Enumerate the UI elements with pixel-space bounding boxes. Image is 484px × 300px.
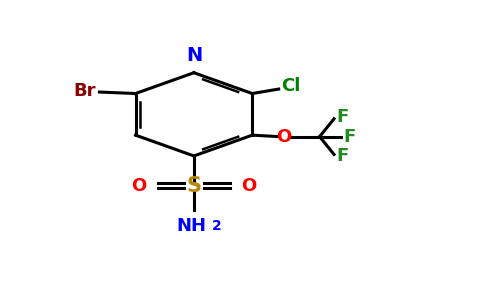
Text: N: N <box>186 46 202 65</box>
Text: Br: Br <box>73 82 96 100</box>
Text: 2: 2 <box>212 219 222 233</box>
Text: F: F <box>336 108 348 126</box>
Text: O: O <box>241 177 257 195</box>
Text: O: O <box>132 177 147 195</box>
Text: S: S <box>186 176 201 196</box>
Text: O: O <box>276 128 291 146</box>
Text: Cl: Cl <box>281 77 301 95</box>
Text: NH: NH <box>177 217 207 235</box>
Text: F: F <box>344 128 356 146</box>
Text: F: F <box>336 147 348 165</box>
